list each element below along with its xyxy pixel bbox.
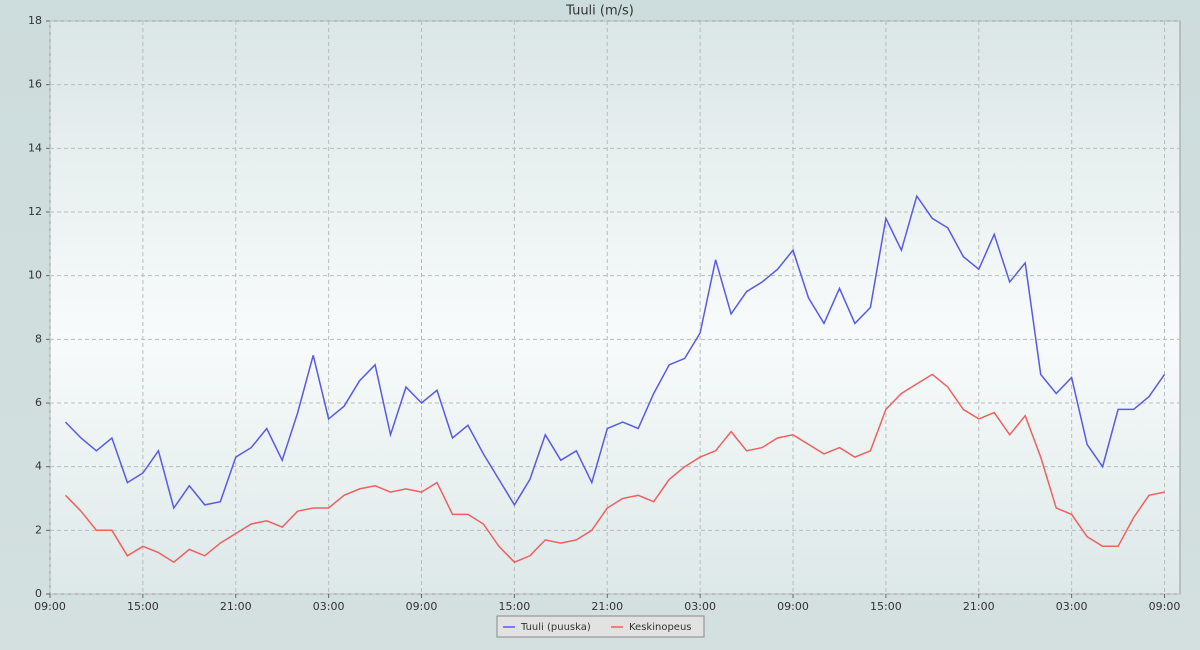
- x-tick-label: 15:00: [127, 600, 159, 613]
- x-tick-label: 03:00: [1056, 600, 1088, 613]
- chart-title: Tuuli (m/s): [565, 4, 634, 19]
- y-tick-label: 0: [35, 587, 42, 600]
- y-tick-label: 18: [28, 14, 42, 27]
- plot-area: [49, 20, 1181, 595]
- x-tick-label: 21:00: [220, 600, 252, 613]
- legend: Tuuli (puuska) Keskinopeus: [496, 615, 705, 638]
- x-tick-label: 09:00: [34, 600, 66, 613]
- y-tick-label: 2: [35, 523, 42, 536]
- x-tick-label: 15:00: [499, 600, 531, 613]
- x-tick-label: 21:00: [591, 600, 623, 613]
- series-line: [64, 373, 1165, 564]
- legend-box: [496, 615, 705, 638]
- x-tick-label: 09:00: [1149, 600, 1181, 613]
- legend-label: Tuuli (puuska): [520, 622, 591, 633]
- y-tick-label: 14: [28, 141, 42, 154]
- series-line: [64, 194, 1166, 510]
- y-tick-label: 6: [35, 396, 42, 409]
- legend-label: Keskinopeus: [629, 622, 692, 633]
- x-tick-label: 15:00: [870, 600, 902, 613]
- x-tick-label: 03:00: [684, 600, 716, 613]
- x-tick-label: 09:00: [777, 600, 809, 613]
- y-tick-label: 12: [28, 205, 42, 218]
- x-tick-label: 21:00: [963, 600, 995, 613]
- y-tick-label: 4: [35, 460, 42, 473]
- x-tick-label: 03:00: [313, 600, 345, 613]
- x-tick-label: 09:00: [406, 600, 438, 613]
- y-tick-label: 16: [28, 78, 42, 91]
- y-tick-label: 8: [35, 332, 42, 345]
- y-tick-label: 10: [28, 269, 42, 282]
